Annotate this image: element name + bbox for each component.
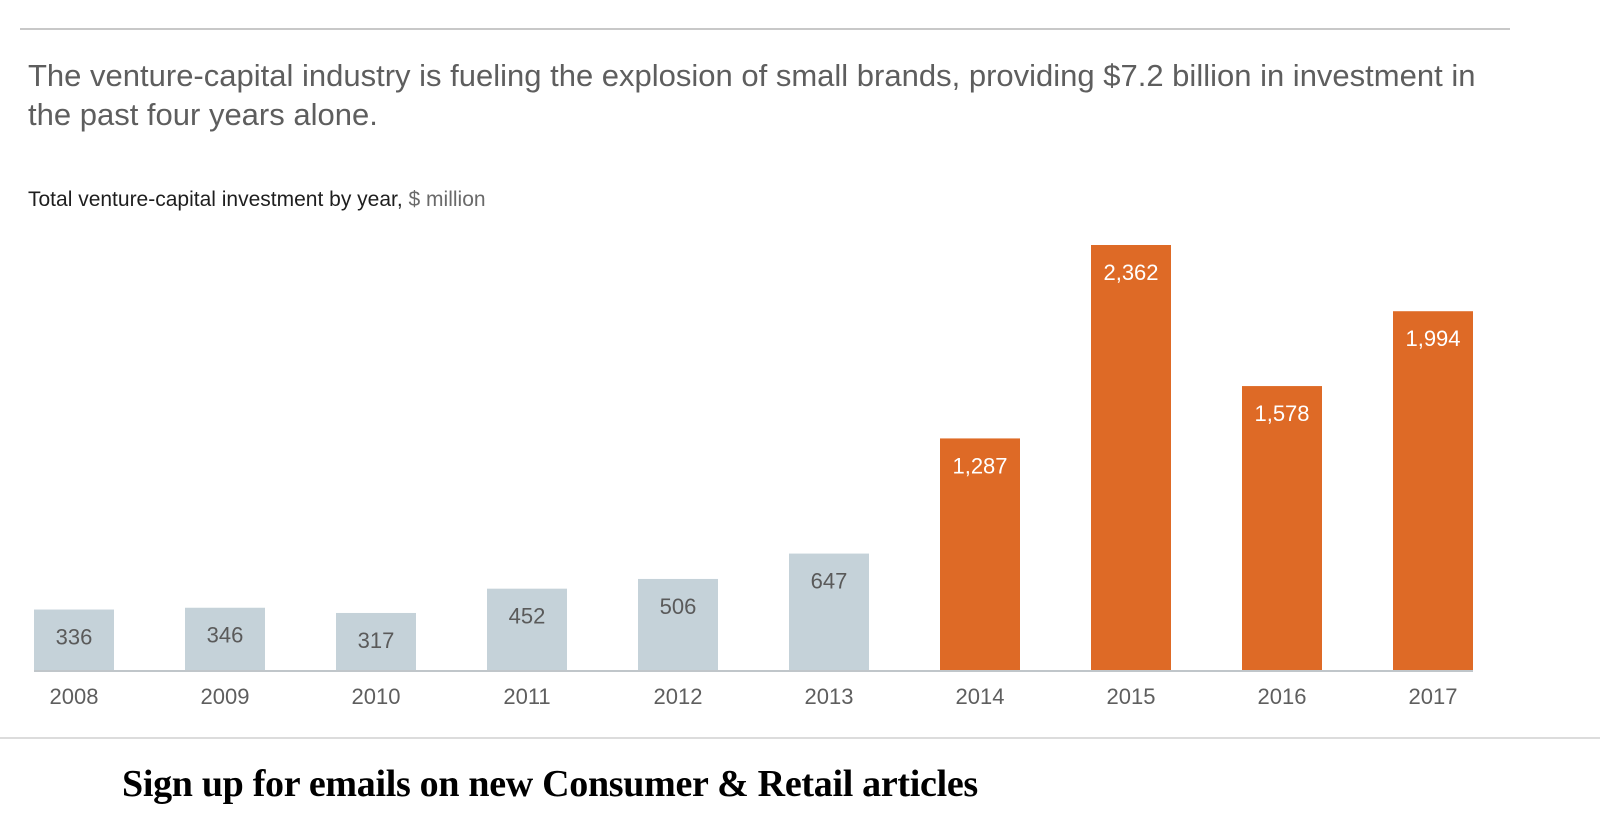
bar-2009 <box>185 607 265 670</box>
bottom-divider <box>0 737 1600 739</box>
bar-chart: 336 2008 346 2009 317 2010 452 2011 506 2012 647 20… <box>34 245 1473 709</box>
x-tick-label-2017: 2017 <box>1409 684 1458 709</box>
bar-2014 <box>940 438 1020 670</box>
email-signup-link[interactable]: Sign up for emails on new Consumer & Ret… <box>122 763 978 805</box>
bar-2008 <box>34 609 114 670</box>
value-label-2009: 346 <box>207 623 244 648</box>
chart-title: Total venture-capital investment by year… <box>28 188 486 212</box>
value-label-2011: 452 <box>509 604 546 629</box>
x-tick-label-2016: 2016 <box>1258 684 1307 709</box>
value-label-2008: 336 <box>56 625 93 650</box>
value-label-2015: 2,362 <box>1103 260 1158 285</box>
x-tick-label-2012: 2012 <box>654 684 703 709</box>
x-tick-label-2008: 2008 <box>50 684 99 709</box>
bar-2013 <box>789 553 869 670</box>
chart-title-text: Total venture-capital investment by year… <box>28 188 403 211</box>
x-tick-label-2013: 2013 <box>805 684 854 709</box>
bar-2011 <box>487 588 567 670</box>
bar-2017 <box>1393 311 1473 670</box>
value-label-2012: 506 <box>660 594 697 619</box>
x-tick-label-2014: 2014 <box>956 684 1005 709</box>
chart-unit: $ million <box>408 188 486 211</box>
value-label-2010: 317 <box>358 628 395 653</box>
x-tick-label-2009: 2009 <box>201 684 250 709</box>
top-divider <box>20 28 1510 30</box>
bar-2012 <box>638 578 718 670</box>
x-tick-label-2010: 2010 <box>352 684 401 709</box>
bar-2016 <box>1242 386 1322 670</box>
headline: The venture-capital industry is fueling … <box>28 58 1476 132</box>
value-label-2016: 1,578 <box>1254 401 1309 426</box>
x-tick-label-2011: 2011 <box>503 684 550 709</box>
bar-2010 <box>336 612 416 670</box>
value-label-2017: 1,994 <box>1405 326 1460 351</box>
x-tick-label-2015: 2015 <box>1107 684 1156 709</box>
value-label-2013: 647 <box>811 569 848 594</box>
value-label-2014: 1,287 <box>952 453 1007 478</box>
bar-2015 <box>1091 245 1171 670</box>
